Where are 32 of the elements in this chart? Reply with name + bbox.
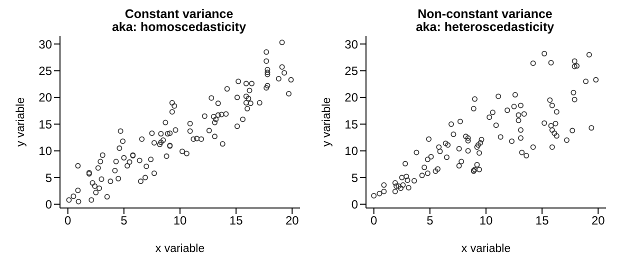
x-tick-label: 0 bbox=[370, 214, 378, 228]
y-tick-label: 25 bbox=[344, 64, 358, 78]
x-tick-label: 0 bbox=[64, 214, 72, 228]
x-tick-label: 20 bbox=[591, 214, 606, 228]
x-tick-label: 5 bbox=[426, 214, 434, 228]
chart-subtitle: aka: homoscedasticity bbox=[110, 20, 248, 34]
y-tick-label: 0 bbox=[45, 198, 52, 212]
x-tick-label: 15 bbox=[535, 214, 550, 228]
y-tick-label: 25 bbox=[38, 64, 52, 78]
y-tick-label: 20 bbox=[344, 90, 358, 105]
chart-title: Constant variance bbox=[124, 7, 234, 21]
x-tick-label: 15 bbox=[229, 214, 244, 228]
y-axis-title: y variable bbox=[15, 97, 28, 147]
x-axis-title: x variable bbox=[155, 243, 205, 255]
y-tick-label: 15 bbox=[344, 117, 358, 132]
x-tick-label: 10 bbox=[479, 214, 493, 228]
y-tick-label: 30 bbox=[38, 37, 52, 52]
y-tick-label: 10 bbox=[38, 144, 52, 158]
y-tick-label: 5 bbox=[45, 170, 52, 185]
y-tick-label: 15 bbox=[38, 117, 52, 132]
y-tick-label: 5 bbox=[351, 170, 358, 185]
x-tick-label: 20 bbox=[285, 214, 300, 228]
x-axis-title: x variable bbox=[461, 243, 511, 255]
y-tick-label: 10 bbox=[344, 144, 358, 158]
y-axis-title: y variable bbox=[321, 97, 334, 147]
chart-subtitle: aka: heteroscedasticity bbox=[414, 20, 556, 34]
y-tick-label: 20 bbox=[38, 90, 52, 105]
x-tick-label: 5 bbox=[120, 214, 128, 228]
chart-title: Non-constant variance bbox=[416, 7, 554, 21]
y-tick-label: 0 bbox=[351, 198, 358, 212]
y-tick-label: 30 bbox=[344, 37, 358, 52]
x-tick-label: 10 bbox=[173, 214, 187, 228]
